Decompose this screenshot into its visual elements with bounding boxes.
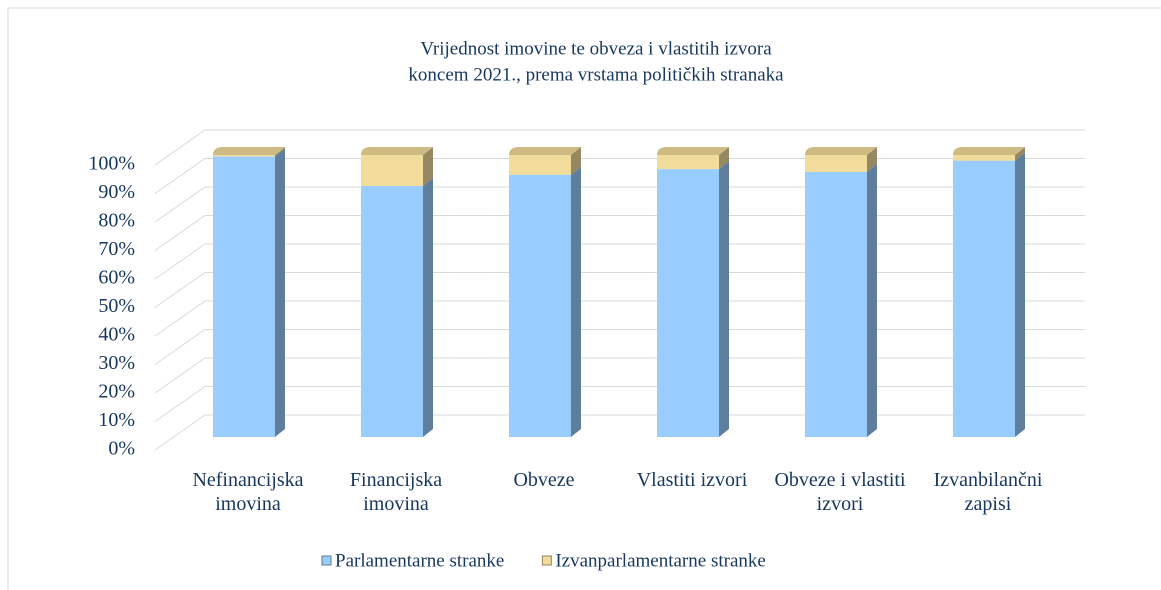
grid-line <box>154 243 1085 280</box>
bar-segment <box>509 166 581 438</box>
grid-line <box>154 129 1085 166</box>
bar-side <box>867 163 877 438</box>
bar-top <box>361 147 433 155</box>
chart-title: Vrijednost imovine te obveza i vlastitih… <box>420 38 772 59</box>
legend-label: Izvanparlamentarne stranke <box>555 550 765 571</box>
y-tick-label: 50% <box>98 295 135 317</box>
grid-line <box>154 215 1085 251</box>
bar-side <box>719 147 729 170</box>
bar-front <box>509 155 571 175</box>
grid-line <box>154 300 1085 337</box>
x-tick-label: Obveze i vlastiti izvori <box>774 469 906 515</box>
y-tick-label: 80% <box>98 210 135 232</box>
y-tick-label: 30% <box>98 352 135 374</box>
bar-side <box>571 166 581 438</box>
bar-front <box>953 155 1015 161</box>
bar-side <box>423 178 433 437</box>
bar-side <box>571 147 581 175</box>
bar-front <box>213 155 275 157</box>
bar-side <box>867 147 877 172</box>
grid-line <box>154 386 1085 422</box>
bar-segment <box>361 178 433 437</box>
bar-front <box>953 160 1015 437</box>
bar-front <box>657 169 719 437</box>
y-tick-label: 10% <box>98 409 135 431</box>
bar-segment <box>213 148 285 437</box>
y-tick-label: 90% <box>98 181 135 203</box>
x-tick-label: Financijska imovina <box>349 469 443 515</box>
bar-side <box>275 148 285 437</box>
grid-line <box>154 357 1085 394</box>
bar-segment <box>805 163 877 438</box>
bar-side <box>1015 147 1025 161</box>
y-tick-label: 70% <box>98 238 135 260</box>
bar-front <box>657 155 719 170</box>
bar-top <box>657 147 729 155</box>
bar-front <box>509 174 571 438</box>
x-tick-label: Obveze <box>513 469 575 491</box>
bar-front <box>805 171 867 438</box>
x-tick-label: Nefinancijska imovina <box>192 469 304 515</box>
bar-segment <box>213 147 285 157</box>
bar-segment <box>361 147 433 187</box>
legend-label: Parlamentarne stranke <box>335 550 504 571</box>
bar-top <box>805 147 877 155</box>
x-tick-label: Vlastiti izvori <box>636 469 748 491</box>
bar-front <box>361 186 423 437</box>
bar-top <box>953 147 1025 155</box>
bar-front <box>213 156 275 437</box>
bar-side <box>275 147 285 157</box>
bar-segment <box>953 147 1025 161</box>
bar-segment <box>509 147 581 175</box>
x-tick-label: Izvanbilančni zapisi <box>933 469 1043 515</box>
legend-swatch <box>321 555 332 566</box>
bar-segment <box>657 161 729 437</box>
y-tick-label: 40% <box>98 324 135 346</box>
bar-side <box>719 161 729 437</box>
grid-line <box>154 414 1085 451</box>
bar-side <box>1015 152 1025 437</box>
grid-line <box>154 158 1085 194</box>
bar-front <box>805 155 867 172</box>
bar-front <box>361 155 423 187</box>
grid-line <box>154 186 1085 223</box>
y-tick-label: 20% <box>98 381 135 403</box>
bar-segment <box>953 152 1025 437</box>
bar-top <box>509 147 581 155</box>
y-tick-label: 0% <box>108 438 135 460</box>
bar-segment <box>805 147 877 172</box>
legend-swatch <box>541 555 552 566</box>
y-tick-label: 60% <box>98 267 135 289</box>
chart-title: koncem 2021., prema vrstama političkih s… <box>408 64 784 85</box>
bar-segment <box>657 147 729 170</box>
frame <box>7 7 1161 590</box>
grid-line <box>154 329 1085 365</box>
bar-side <box>423 147 433 187</box>
grid-line <box>154 272 1085 308</box>
bar-top <box>213 147 285 155</box>
y-tick-label: 100% <box>88 153 135 175</box>
